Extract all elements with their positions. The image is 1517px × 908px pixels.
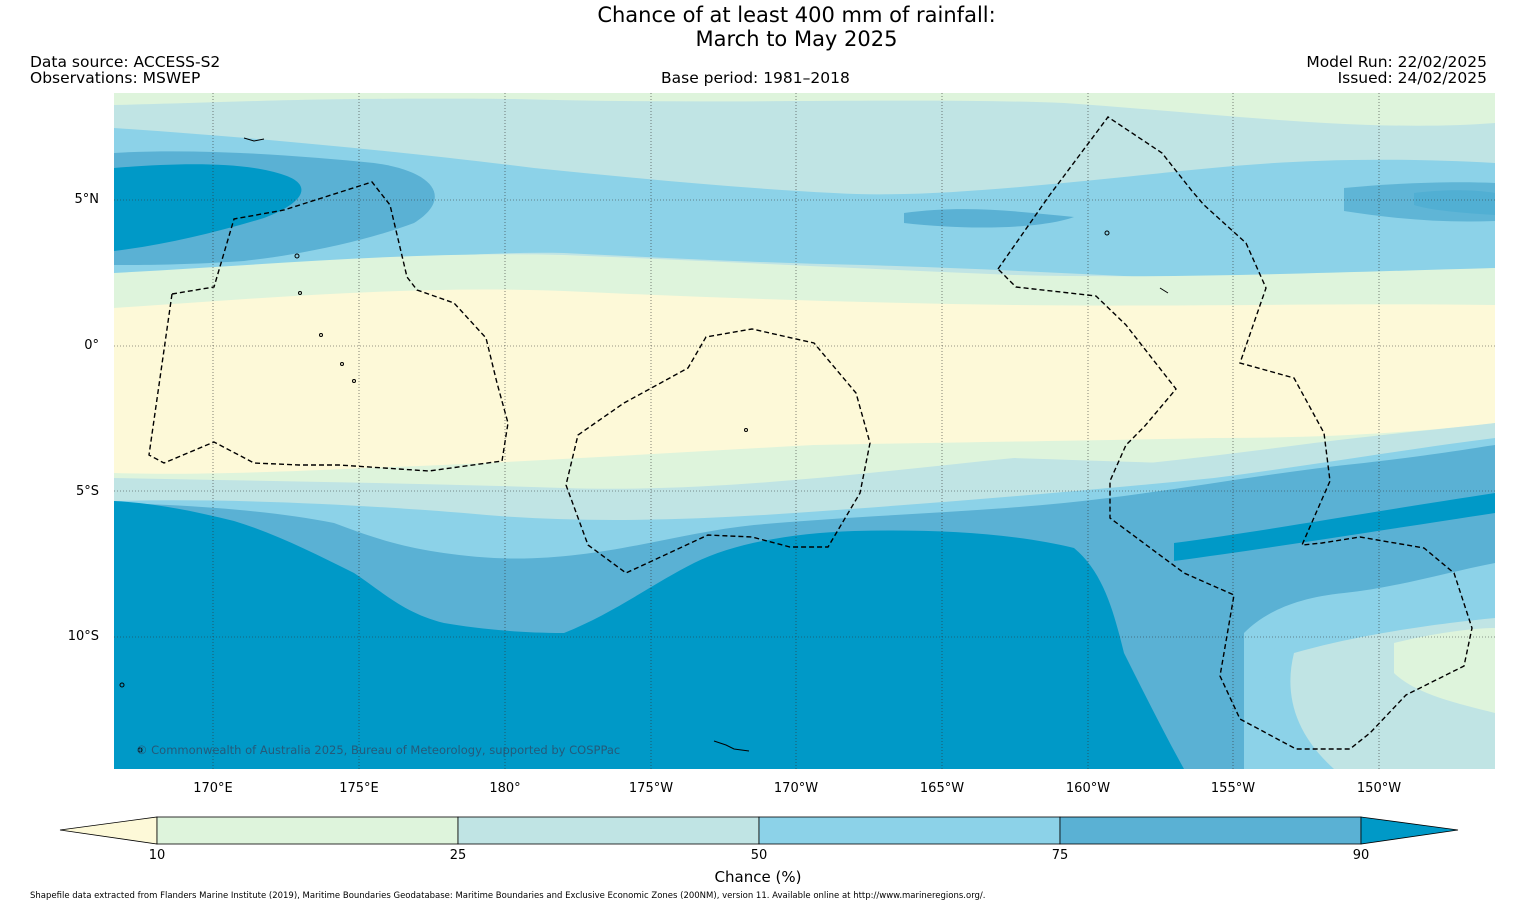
band-50-75-north [114,128,1495,280]
lon-label-175e: 175°E [339,781,379,796]
lon-label-165w: 165°W [919,781,965,796]
lon-label-175w: 175°W [628,781,674,796]
band-75-90-northeast [1344,182,1495,222]
islands [119,137,1169,753]
colorbar-segment-25-50 [457,816,760,845]
lon-label-150w: 150°W [1356,781,1402,796]
rainfall-probability-map: © Commonwealth of Australia 2025, Bureau… [114,93,1495,769]
island-marker [119,682,125,688]
probability-fields [114,93,1495,769]
band-below-10 [114,289,1495,474]
graticule [114,93,1495,769]
base-period-label: Base period: 1981–2018 [661,69,850,87]
band-10-25-north [114,93,1495,126]
colorbar-segment-above-90 [1360,816,1459,845]
observations-label: Observations: MSWEP [30,69,201,87]
lon-label-155w: 155°W [1210,781,1256,796]
island-marker [713,740,750,752]
shapefile-footnote: Shapefile data extracted from Flanders M… [30,891,986,901]
island-marker [352,379,356,383]
island-marker [744,428,748,432]
map-title-line-2: March to May 2025 [695,27,898,51]
lon-label-180: 180° [489,781,521,796]
island-marker [340,362,344,366]
colorbar-segment-75-90 [1059,816,1362,845]
band-above-90-southeast [1174,493,1495,561]
eez-boundaries [148,116,1473,750]
island-marker [1159,287,1169,294]
model-run-label: Model Run: 22/02/2025 [1306,53,1487,71]
island-marker [1104,230,1110,236]
colorbar-tick-10: 10 [148,848,166,863]
colorbar-segment-50-75 [758,816,1061,845]
colorbar-tick-75: 75 [1051,848,1069,863]
map-title-line-1: Chance of at least 400 mm of rainfall: [597,3,996,27]
lat-label-equator: 0° [84,338,99,353]
lon-label-170e: 170°E [193,781,233,796]
colorbar-tick-50: 50 [750,848,768,863]
eez-boundary-line-islands [997,116,1473,750]
eez-boundary-phoenix [565,328,871,574]
island-marker [319,333,323,337]
lon-label-170w: 170°W [773,781,819,796]
island-marker [137,747,143,753]
lon-label-160w: 160°W [1065,781,1111,796]
colorbar-segment-below-10 [59,816,158,845]
colorbar-segment-10-25 [156,816,459,845]
colorbar [59,816,1459,845]
band-10-25-southeast [1394,628,1495,713]
colorbar-label: Chance (%) [714,868,802,886]
island-marker [298,291,302,295]
band-above-90-south [114,501,1184,769]
band-above-90-northwest [114,164,302,251]
issued-label: Issued: 24/02/2025 [1337,69,1487,87]
colorbar-tick-25: 25 [449,848,467,863]
lat-label-10s: 10°S [67,629,99,644]
lat-label-5n: 5°N [74,192,100,207]
copyright-notice: © Commonwealth of Australia 2025, Bureau… [136,743,620,757]
eez-boundary-tuvalu-kiribati-west [148,181,509,472]
island-marker [243,137,265,142]
lat-label-5s: 5°S [75,484,99,499]
island-marker [294,253,300,259]
data-source-label: Data source: ACCESS-S2 [30,53,221,71]
band-75-90-north-central [904,209,1074,228]
colorbar-tick-90: 90 [1352,848,1370,863]
